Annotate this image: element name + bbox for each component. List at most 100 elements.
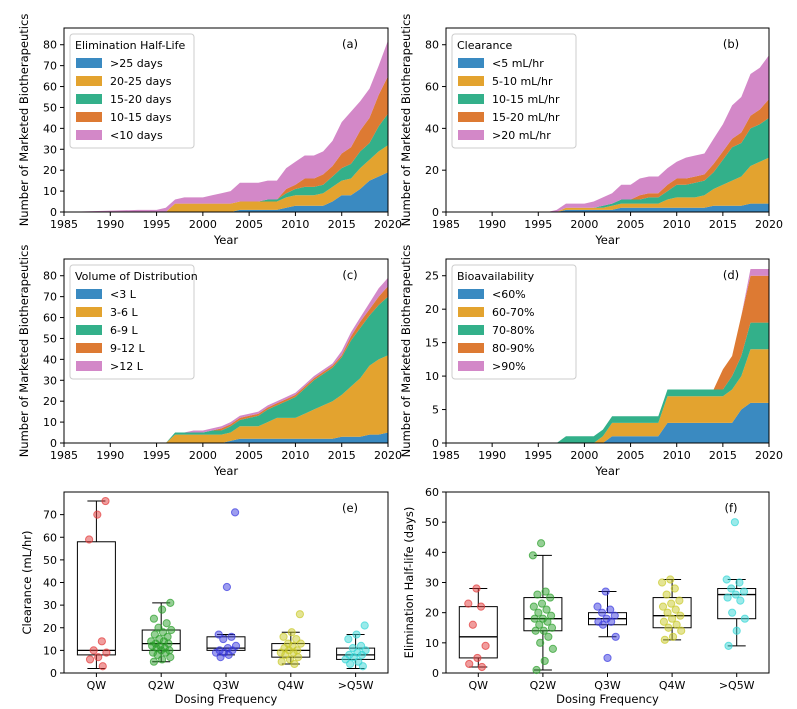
data-point xyxy=(464,599,473,608)
data-point xyxy=(675,596,684,605)
data-point xyxy=(97,637,106,646)
y-tick-label: 60 xyxy=(43,312,57,325)
data-point xyxy=(540,656,549,666)
data-point xyxy=(723,593,732,602)
area-series-4 xyxy=(446,99,769,212)
data-point xyxy=(531,626,540,635)
y-tick-label: 15 xyxy=(425,337,439,350)
data-point xyxy=(534,608,543,617)
x-tick-label: 2015 xyxy=(709,449,737,462)
x-tick-label: 2020 xyxy=(374,449,402,462)
y-tick-label: 10 xyxy=(43,185,57,198)
data-point xyxy=(670,584,679,593)
data-point xyxy=(542,605,551,614)
y-tick-label: 40 xyxy=(425,122,439,135)
x-tick-label: QW xyxy=(469,679,489,692)
y-tick-label: 0 xyxy=(50,667,57,680)
data-point xyxy=(728,608,737,617)
box-chart-e: QW Q2W Q3W Q4W >Q5W 0 10 20 30 40 50 60 70 Dosing Fre… xyxy=(20,491,389,706)
x-tick-label: 1995 xyxy=(524,449,552,462)
data-point xyxy=(676,611,685,620)
area-series-1 xyxy=(446,402,769,443)
legend-label-1: >25 days xyxy=(110,57,163,70)
y-axis-label: Number of Marketed Biotherapeutics xyxy=(399,245,413,458)
x-axis-label: Year xyxy=(213,464,239,478)
data-point xyxy=(740,614,749,623)
area-series-3 xyxy=(64,296,388,443)
data-point xyxy=(535,620,544,629)
data-point xyxy=(101,496,110,506)
box-iqr xyxy=(458,606,498,659)
legend-swatch-4 xyxy=(458,112,484,122)
x-axis-label: Year xyxy=(213,233,239,247)
data-point xyxy=(162,619,171,628)
legend-label-4: 15-20 mL/hr xyxy=(492,111,560,124)
data-point xyxy=(528,551,538,560)
legend-label-2: 60-70% xyxy=(492,306,534,319)
legend-swatch-1 xyxy=(458,289,484,299)
y-tick-label: 10 xyxy=(425,637,439,650)
y-tick-label: 0 xyxy=(432,206,439,219)
data-point xyxy=(532,665,541,675)
y-tick-label: 0 xyxy=(432,667,439,680)
legend-label-5: <10 days xyxy=(110,129,163,142)
y-tick-label: 10 xyxy=(425,370,439,383)
panel-label: (d) xyxy=(723,268,739,282)
legend-swatch-2 xyxy=(76,307,102,317)
x-tick-label: 2015 xyxy=(328,218,356,231)
legend-swatch-3 xyxy=(76,325,102,335)
data-point xyxy=(658,602,668,611)
data-point xyxy=(603,653,612,663)
y-tick-label: 50 xyxy=(43,554,57,567)
x-tick-label: 2010 xyxy=(663,449,691,462)
data-point xyxy=(149,614,159,623)
y-tick-label: 60 xyxy=(43,531,57,544)
plot-frame xyxy=(445,258,770,444)
legend-swatch-5 xyxy=(76,130,102,140)
data-point xyxy=(735,578,744,587)
data-point xyxy=(93,510,102,519)
area-chart-c: 1985 1990 1995 2000 2005 2010 2015 2020 0 10 20 30 4… xyxy=(17,245,402,478)
legend-swatch-3 xyxy=(458,325,484,335)
area-series-5 xyxy=(446,55,769,213)
data-point xyxy=(536,638,545,647)
data-point xyxy=(658,578,667,587)
data-point xyxy=(671,605,680,614)
data-point xyxy=(662,590,671,599)
data-point xyxy=(468,620,477,629)
x-tick-label: 2000 xyxy=(189,218,217,231)
x-tick-label: QW xyxy=(87,679,107,692)
data-point xyxy=(546,593,555,602)
y-axis-label: Number of Marketed Biotherapeutics xyxy=(17,14,31,227)
data-point xyxy=(102,648,111,657)
y-tick-label: 70 xyxy=(43,291,57,304)
y-tick-label: 20 xyxy=(425,303,439,316)
x-tick-label: >Q5W xyxy=(719,679,755,692)
x-axis-label: Dosing Frequency xyxy=(175,692,278,706)
data-point xyxy=(668,614,677,623)
data-point xyxy=(739,587,749,596)
area-series-3 xyxy=(64,113,388,212)
data-point xyxy=(727,584,736,593)
x-tick-label: 1985 xyxy=(50,218,78,231)
area-series-3 xyxy=(446,117,769,212)
legend-swatch-1 xyxy=(76,289,102,299)
data-point xyxy=(158,605,167,614)
area-series-2 xyxy=(64,355,388,443)
data-point xyxy=(358,662,367,671)
data-point xyxy=(672,620,681,629)
data-point xyxy=(548,644,558,653)
box-iqr xyxy=(717,588,757,620)
y-tick-label: 70 xyxy=(43,509,57,522)
data-point xyxy=(724,641,733,650)
data-point xyxy=(607,617,616,626)
x-tick-label: 2005 xyxy=(235,218,263,231)
legend-label-5: >90% xyxy=(492,360,526,373)
data-point xyxy=(227,632,236,641)
data-point xyxy=(357,650,367,660)
x-tick-label: 2020 xyxy=(755,218,783,231)
data-point xyxy=(667,599,676,608)
x-tick-label: 1990 xyxy=(478,218,506,231)
data-point xyxy=(85,535,94,544)
legend-label-3: 15-20 days xyxy=(110,93,172,106)
